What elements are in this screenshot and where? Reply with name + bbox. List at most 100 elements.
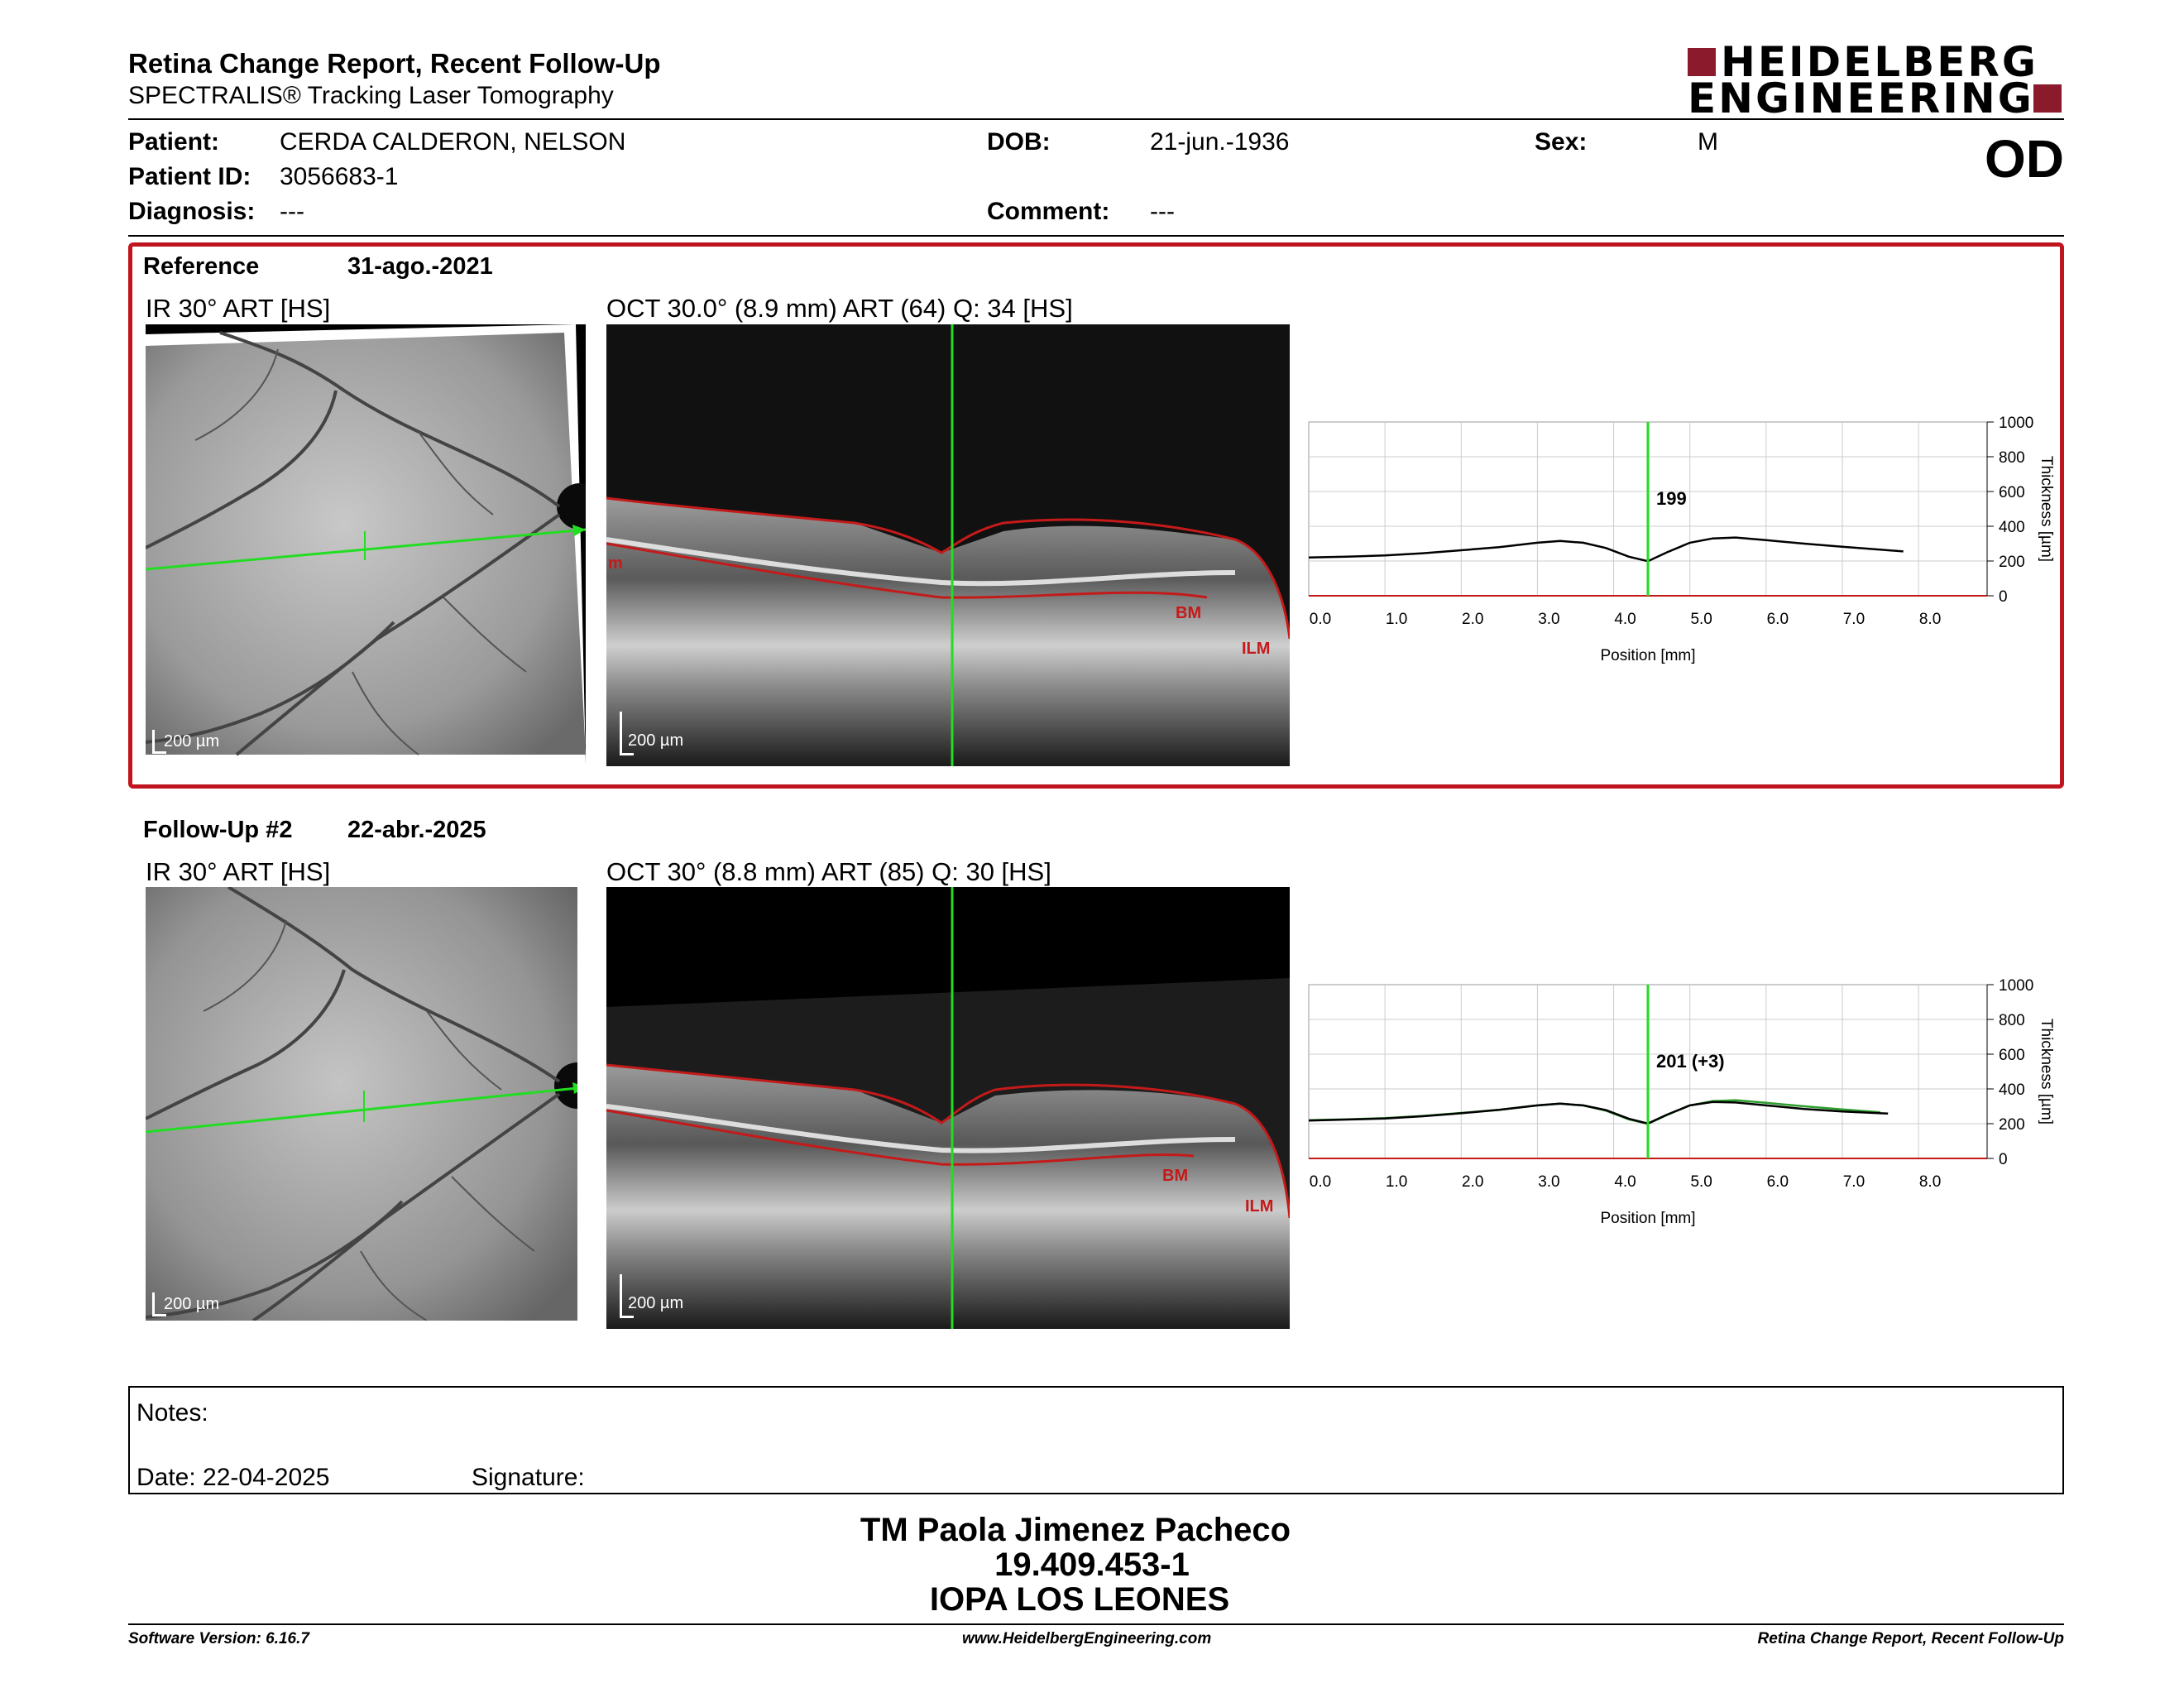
y-tick-label: 1000 [1999, 415, 2033, 432]
footer-divider [128, 1623, 2064, 1625]
patient-divider [128, 235, 2064, 237]
logo-bar-bottom [2033, 84, 2062, 113]
sex-value: M [1698, 128, 1718, 156]
followup-oct-image: BM ILM 200 µm [606, 887, 1290, 1329]
followup-oct-caption: OCT 30° (8.8 mm) ART (85) Q: 30 [HS] [606, 857, 1051, 886]
reference-ir-caption: IR 30° ART [HS] [146, 294, 331, 323]
sex-label: Sex: [1535, 128, 1588, 156]
patient-label: Patient: [128, 128, 220, 156]
followup-layer-ilm: ILM [1245, 1197, 1273, 1216]
diagnosis-label: Diagnosis: [128, 198, 256, 225]
reference-thickness-plot: 0 200 400 600 800 1000 0.0 1.0 2.0 3.0 4.0 5.0 6.0 7.… [1308, 415, 2055, 664]
y-tick-label: 800 [1999, 449, 2025, 467]
thickness-series-1 [1308, 1101, 1889, 1125]
reference-layer-ilm: ILM [1242, 640, 1270, 658]
y-tick-label: 600 [1999, 1047, 2025, 1064]
reference-thickness-chart: 0 200 400 600 800 1000 0.0 1.0 2.0 3.0 4.0 5.0 6.0 7.… [1307, 405, 2076, 679]
logo-line2: ENGINEERING [1688, 74, 2034, 122]
dob-value: 21-jun.-1936 [1150, 128, 1290, 156]
reference-frame [128, 242, 2064, 789]
signer-institution: IOPA LOS LEONES [929, 1581, 1230, 1618]
x-tick-label: 2.0 [1462, 1173, 1483, 1191]
followup-ir-scale-label: 200 µm [164, 1295, 220, 1313]
y-tick-label: 0 [1999, 1151, 2008, 1168]
y-tick-label: 800 [1999, 1012, 2025, 1029]
heidelberg-logo: HEIDELBERG ENGINEERING [1688, 41, 2068, 122]
y-tick-label: 400 [1999, 1081, 2025, 1099]
x-tick-label: 3.0 [1538, 1173, 1559, 1191]
x-tick-label: 5.0 [1690, 611, 1712, 628]
patient-name: CERDA CALDERON, NELSON [280, 128, 626, 156]
y-axis-label: Thickness [µm] [2038, 456, 2055, 562]
diagnosis-value: --- [280, 198, 304, 225]
followup-ir-caption: IR 30° ART [HS] [146, 857, 331, 886]
report-title: Retina Change Report, Recent Follow-Up [128, 48, 661, 79]
reference-oct-image: m BM ILM 200 µm [606, 324, 1290, 766]
reference-date: 31-ago.-2021 [347, 253, 493, 280]
logo-line1: HEIDELBERG [1721, 38, 2038, 86]
y-tick-label: 600 [1999, 484, 2025, 501]
reference-ir-image: 200 µm [146, 324, 586, 765]
thickness-series-0 [1308, 536, 1904, 563]
followup-date: 22-abr.-2025 [347, 817, 486, 843]
reference-layer-m: m [608, 554, 623, 573]
signer-name: TM Paola Jimenez Pacheco [860, 1512, 1291, 1548]
followup-thickness-plot: 0 200 400 600 800 1000 0.0 1.0 2.0 3.0 4.0 5.0 6.0 7.… [1308, 977, 2055, 1227]
x-tick-label: 6.0 [1767, 1173, 1789, 1191]
x-axis-label: Position [mm] [1600, 647, 1695, 664]
header-divider [128, 118, 2064, 120]
eye-indicator: OD [1985, 129, 2064, 189]
y-axis-label: Thickness [µm] [2038, 1019, 2055, 1125]
x-tick-label: 4.0 [1614, 611, 1636, 628]
y-tick-label: 200 [1999, 554, 2025, 571]
followup-thickness-chart: 0 200 400 600 800 1000 0.0 1.0 2.0 3.0 4.0 5.0 6.0 7.… [1307, 968, 2076, 1241]
software-version: Software Version: 6.16.7 [128, 1630, 309, 1647]
logo-bar-top [1688, 48, 1716, 76]
reference-ir-scalebar [152, 730, 166, 754]
reference-oct-caption: OCT 30.0° (8.9 mm) ART (64) Q: 34 [HS] [606, 294, 1073, 323]
reference-layer-bm: BM [1176, 604, 1201, 622]
y-tick-label: 1000 [1999, 977, 2033, 995]
followup-oct-scalebar [620, 1274, 634, 1318]
reference-ir-scale-label: 200 µm [164, 732, 220, 750]
comment-label: Comment: [987, 198, 1110, 225]
x-tick-label: 2.0 [1462, 611, 1483, 628]
x-tick-label: 8.0 [1919, 611, 1941, 628]
cursor-value-label: 201 (+3) [1656, 1051, 1725, 1072]
followup-oct-scale-label: 200 µm [628, 1294, 684, 1312]
x-tick-label: 8.0 [1919, 1173, 1941, 1191]
notes-box: Notes: Date: 22-04-2025 Signature: [128, 1386, 2064, 1494]
signer-id: 19.409.453-1 [994, 1547, 1190, 1583]
notes-date: Date: 22-04-2025 [136, 1464, 330, 1491]
report-subtitle: SPECTRALIS® Tracking Laser Tomography [128, 82, 614, 109]
y-tick-label: 400 [1999, 519, 2025, 536]
website-link[interactable]: www.HeidelbergEngineering.com [962, 1630, 1212, 1647]
y-tick-label: 200 [1999, 1116, 2025, 1134]
notes-label: Notes: [136, 1399, 208, 1427]
patient-id-value: 3056683-1 [280, 163, 399, 190]
reference-oct-scale-label: 200 µm [628, 731, 684, 750]
comment-value: --- [1150, 198, 1175, 225]
x-tick-label: 0.0 [1310, 611, 1331, 628]
footer-report-name: Retina Change Report, Recent Follow-Up [1757, 1630, 2064, 1647]
followup-layer-bm: BM [1162, 1167, 1188, 1185]
x-tick-label: 0.0 [1310, 1173, 1331, 1191]
followup-label: Follow-Up #2 [143, 817, 293, 843]
reference-oct-scalebar [620, 712, 634, 755]
followup-ir-scalebar [152, 1292, 166, 1316]
x-tick-label: 6.0 [1767, 611, 1789, 628]
x-tick-label: 4.0 [1614, 1173, 1636, 1191]
x-tick-label: 5.0 [1690, 1173, 1712, 1191]
cursor-value-label: 199 [1656, 488, 1687, 509]
x-tick-label: 7.0 [1843, 611, 1865, 628]
x-tick-label: 1.0 [1386, 611, 1407, 628]
x-axis-label: Position [mm] [1600, 1210, 1695, 1227]
followup-ir-image: 200 µm [146, 887, 586, 1329]
x-tick-label: 1.0 [1386, 1173, 1407, 1191]
patient-id-label: Patient ID: [128, 163, 251, 190]
dob-label: DOB: [987, 128, 1051, 156]
reference-label: Reference [143, 253, 260, 280]
signature-label: Signature: [472, 1464, 585, 1491]
y-tick-label: 0 [1999, 588, 2008, 606]
x-tick-label: 7.0 [1843, 1173, 1865, 1191]
